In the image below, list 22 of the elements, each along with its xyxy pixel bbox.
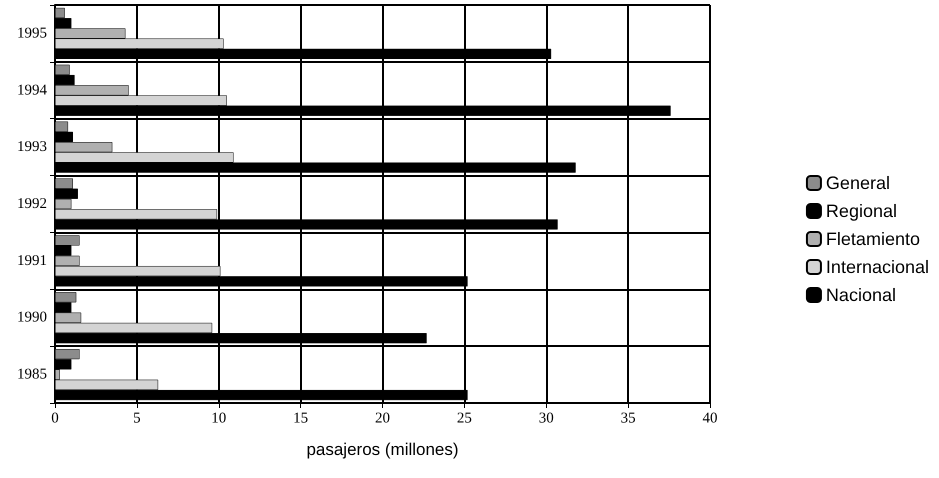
y-tick-label: 1990	[17, 310, 47, 326]
x-tick-label: 5	[133, 410, 141, 426]
y-tick-label: 1995	[17, 25, 47, 42]
legend-label: General	[826, 173, 890, 193]
y-tick-label: 1992	[17, 196, 47, 212]
y-tick-label: 1994	[17, 82, 48, 98]
legend-label: Regional	[826, 201, 897, 221]
x-tick-label: 15	[293, 410, 308, 426]
y-tick-label: 1993	[17, 139, 47, 156]
x-tick-label: 20	[375, 410, 390, 426]
y-tick-label: 1991	[17, 252, 47, 269]
x-tick-label: 35	[620, 410, 636, 426]
legend-label: Nacional	[826, 285, 896, 305]
x-tick-label: 25	[456, 410, 472, 426]
x-tick-label: 40	[702, 410, 718, 426]
y-tick-label: 1985	[17, 366, 47, 383]
x-tick-label: 30	[538, 410, 554, 426]
x-tick-label: 0	[51, 410, 59, 426]
x-axis-title: pasajeros (millones)	[306, 440, 459, 459]
legend-label: Fletamiento	[826, 229, 920, 249]
x-tick-label: 10	[211, 410, 226, 426]
legend-label: Internacional	[826, 257, 930, 277]
